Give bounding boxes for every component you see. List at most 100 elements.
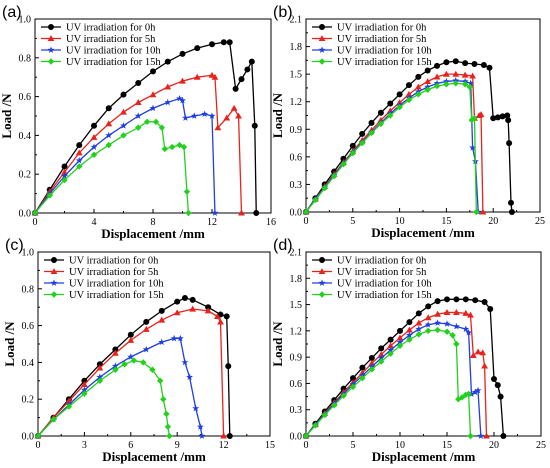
data-point-b-4: [424, 86, 431, 93]
data-point-b-1: [486, 64, 493, 71]
data-point-b-1: [405, 82, 412, 89]
y-tick-label-c: 0.4: [22, 358, 35, 369]
data-point-d-1: [425, 303, 432, 310]
x-tick-label-a: 8: [151, 217, 156, 228]
data-point-a-1: [238, 76, 245, 83]
data-point-b-4: [433, 82, 441, 90]
x-tick-label-d: 25: [536, 440, 546, 451]
data-point-d-4: [321, 411, 328, 419]
x-tick-label-d: 10: [395, 440, 405, 451]
data-point-d-1: [406, 319, 413, 326]
data-point-c-1: [225, 363, 232, 370]
data-point-a-1: [251, 122, 258, 129]
x-axis-title-a: Displacement /mm: [101, 226, 205, 241]
data-point-d-4: [340, 392, 347, 399]
data-point-d-4: [378, 358, 385, 365]
y-axis-title-d: Load /N: [270, 321, 285, 367]
data-point-a-2: [223, 114, 231, 121]
data-point-a-3: [182, 114, 189, 121]
x-axis-title-c: Displacement /mm: [102, 449, 206, 464]
data-point-b-2: [433, 73, 441, 80]
data-point-d-2: [406, 326, 413, 333]
data-point-d-2: [415, 319, 423, 326]
x-tick-label-b: 0: [304, 216, 309, 227]
data-point-c-3: [192, 404, 200, 412]
y-tick-label-c: 1.0: [22, 248, 35, 259]
series-b-4: [302, 80, 480, 216]
data-point-c-1: [223, 313, 230, 320]
data-point-b-2: [405, 90, 413, 97]
data-point-c-4: [34, 432, 42, 440]
legend-swatch-marker-b: [318, 35, 326, 42]
y-tick-label-a: 0.2: [19, 170, 32, 181]
x-axis-title-b: Displacement /mm: [371, 225, 475, 240]
y-tick-label-b: 1.5: [290, 70, 303, 81]
data-point-a-2: [105, 120, 113, 127]
data-point-d-2: [481, 362, 488, 369]
data-point-b-1: [452, 58, 459, 65]
data-point-c-1: [174, 298, 181, 305]
data-point-d-3: [396, 338, 404, 346]
data-point-d-2: [469, 351, 477, 358]
y-tick-label-d: 1.5: [290, 300, 303, 311]
data-point-c-3: [186, 373, 193, 381]
data-point-a-3: [201, 110, 209, 117]
legend-entry-a: UV irradiation for 10h: [66, 46, 161, 57]
legend-swatch-marker-a: [47, 35, 55, 42]
data-point-c-1: [143, 318, 150, 325]
data-point-c-3: [80, 386, 88, 393]
data-point-d-3: [443, 320, 451, 327]
data-point-a-1: [120, 91, 127, 98]
x-tick-label-c: 15: [265, 440, 275, 451]
x-axis-title-d: Displacement /mm: [372, 449, 476, 464]
data-point-d-1: [472, 297, 479, 304]
y-tick-label-c: 0.8: [22, 284, 35, 295]
panel-b: 0 5 10 15 20 25 0.0 0.3 0.6 0.9 1.2 1.5 1.8 2.1 Displa…: [270, 4, 545, 240]
data-point-d-1: [453, 296, 460, 303]
data-point-c-2: [127, 336, 135, 343]
data-point-a-2: [193, 73, 201, 80]
data-point-a-4: [31, 209, 39, 217]
data-point-b-3: [467, 79, 475, 87]
data-point-d-4: [368, 366, 375, 373]
data-point-c-2: [214, 313, 221, 319]
x-tick-label-d: 20: [489, 440, 499, 451]
x-tick-label-c: 6: [128, 440, 133, 451]
data-point-d-3: [415, 325, 423, 333]
y-tick-label-c: 0.2: [22, 395, 35, 406]
data-point-d-1: [500, 433, 507, 439]
legend-entry-b: UV irradiation for 0h: [337, 23, 427, 34]
data-point-b-1: [415, 73, 422, 80]
series-line-a-2: [34, 74, 243, 214]
data-point-c-1: [158, 307, 165, 314]
data-point-a-2: [61, 168, 68, 175]
data-point-c-3: [142, 345, 150, 353]
data-point-a-1: [220, 39, 227, 46]
data-point-d-2: [387, 342, 394, 349]
data-point-c-2: [111, 349, 119, 356]
legend-swatch-marker-c: [50, 279, 58, 286]
data-point-c-4: [65, 403, 73, 410]
series-b-2: [302, 70, 487, 215]
legend-swatch-marker-c: [50, 268, 58, 275]
data-point-c-3: [176, 334, 184, 342]
data-point-d-3: [377, 354, 385, 361]
y-axis-title-b: Load /N: [270, 92, 285, 138]
data-point-c-2: [65, 397, 73, 404]
y-tick-label-b: 0.6: [290, 152, 303, 163]
data-point-d-3: [405, 331, 413, 339]
data-point-d-4: [387, 350, 394, 357]
data-point-a-2: [235, 112, 242, 119]
x-tick-label-b: 25: [535, 216, 545, 227]
x-tick-label-c: 9: [175, 440, 180, 451]
data-point-b-4: [330, 172, 338, 180]
data-point-c-4: [163, 410, 170, 418]
data-point-d-3: [474, 386, 482, 394]
data-point-b-1: [368, 119, 375, 126]
legend-swatch-marker-d: [318, 268, 326, 275]
data-point-d-1: [397, 327, 403, 334]
data-point-c-3: [127, 353, 135, 360]
data-point-d-2: [396, 334, 404, 341]
data-point-c-1: [226, 433, 233, 439]
